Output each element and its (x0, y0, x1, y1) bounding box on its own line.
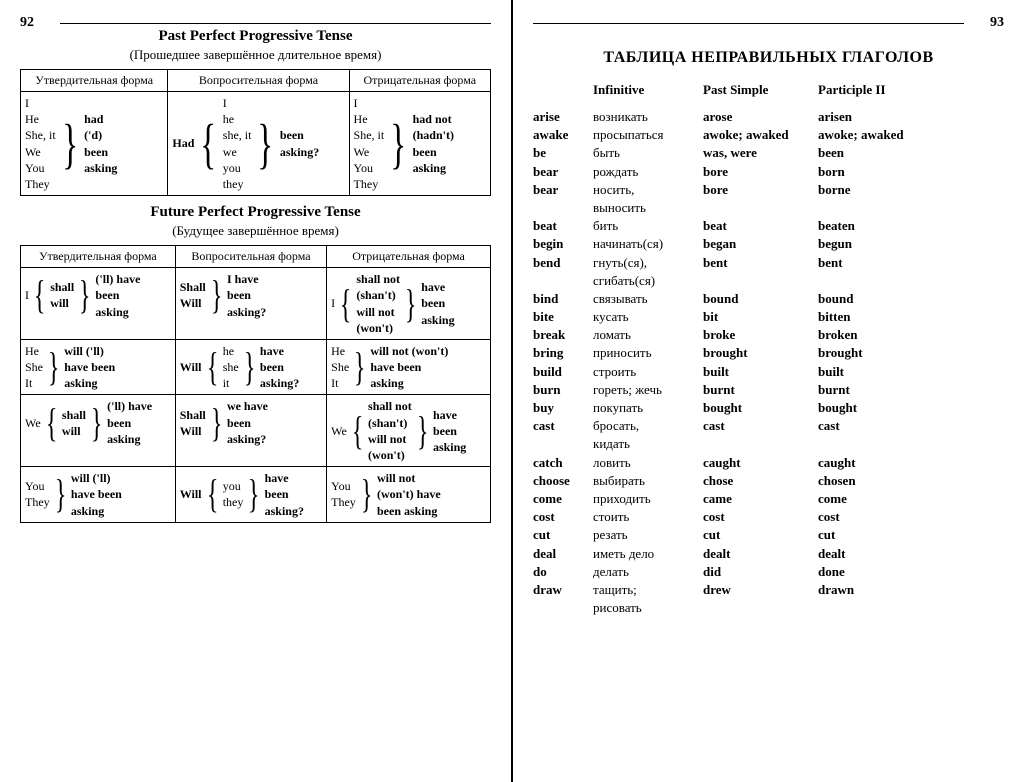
verb-row: catchловитьcaughtcaught (533, 454, 1004, 472)
verb-row: castбросать,castcast (533, 417, 1004, 435)
col-header: Вопросительная форма (175, 246, 326, 268)
verb-row: кидать (533, 435, 1004, 453)
verb-row: biteкусатьbitbitten (533, 308, 1004, 326)
verb-row: comeприходитьcamecome (533, 490, 1004, 508)
verb-row: beginначинать(ся)beganbegun (533, 235, 1004, 253)
tense1-subtitle: (Прошедшее завершённое длительное время) (20, 47, 491, 63)
verb-row: breakломатьbrokebroken (533, 326, 1004, 344)
verb-row: chooseвыбиратьchosechosen (533, 472, 1004, 490)
verb-row: dealиметь делоdealtdealt (533, 545, 1004, 563)
verb-row: рисовать (533, 599, 1004, 617)
col-header: Отрицательная форма (327, 246, 491, 268)
verb-table-body: ariseвозникатьarosearisenawakeпросыпатьс… (533, 108, 1004, 617)
page-number: 93 (990, 15, 1004, 31)
page-93: 93 ТАБЛИЦА НЕПРАВИЛЬНЫХ ГЛАГОЛОВ Infinit… (513, 0, 1024, 782)
verb-row: beбытьwas, werebeen (533, 144, 1004, 162)
tense1-title: Past Perfect Progressive Tense (20, 28, 491, 45)
verb-row: bringприноситьbroughtbrought (533, 344, 1004, 362)
col-header: Утвердительная форма (21, 70, 168, 92)
verb-row: bearрождатьboreborn (533, 163, 1004, 181)
verb-row: awakeпросыпатьсяawoke; awakedawoke; awak… (533, 126, 1004, 144)
verb-row: burnгореть; жечьburntburnt (533, 381, 1004, 399)
verb-row: costстоитьcostcost (533, 508, 1004, 526)
verb-row: buyпокупатьboughtbought (533, 399, 1004, 417)
tense2-subtitle: (Будущее завершённое время) (20, 223, 491, 239)
verb-row: beatбитьbeatbeaten (533, 217, 1004, 235)
verb-row: сгибать(ся) (533, 272, 1004, 290)
divider (60, 23, 491, 24)
verb-table-header: Infinitive Past Simple Participle II (533, 82, 1004, 98)
verb-row: bindсвязыватьboundbound (533, 290, 1004, 308)
verb-row: ariseвозникатьarosearisen (533, 108, 1004, 126)
verb-table-title: ТАБЛИЦА НЕПРАВИЛЬНЫХ ГЛАГОЛОВ (533, 49, 1004, 67)
col-header: Утвердительная форма (21, 246, 176, 268)
future-perfect-table: Утвердительная форма Вопросительная форм… (20, 245, 491, 523)
verb-row: bearносить,boreborne (533, 181, 1004, 199)
verb-row: bendгнуть(ся),bentbent (533, 254, 1004, 272)
col-header: Вопросительная форма (168, 70, 349, 92)
verb-row: doделатьdiddone (533, 563, 1004, 581)
past-perfect-table: Утвердительная форма Вопросительная форм… (20, 69, 491, 196)
verb-row: выносить (533, 199, 1004, 217)
divider (533, 23, 964, 24)
tense2-title: Future Perfect Progressive Tense (20, 204, 491, 221)
page-number: 92 (20, 15, 34, 31)
verb-row: drawтащить;drewdrawn (533, 581, 1004, 599)
verb-row: cutрезатьcutcut (533, 526, 1004, 544)
page-92: 92 Past Perfect Progressive Tense (Проше… (0, 0, 513, 782)
verb-row: buildстроитьbuiltbuilt (533, 363, 1004, 381)
col-header: Отрицательная форма (349, 70, 490, 92)
